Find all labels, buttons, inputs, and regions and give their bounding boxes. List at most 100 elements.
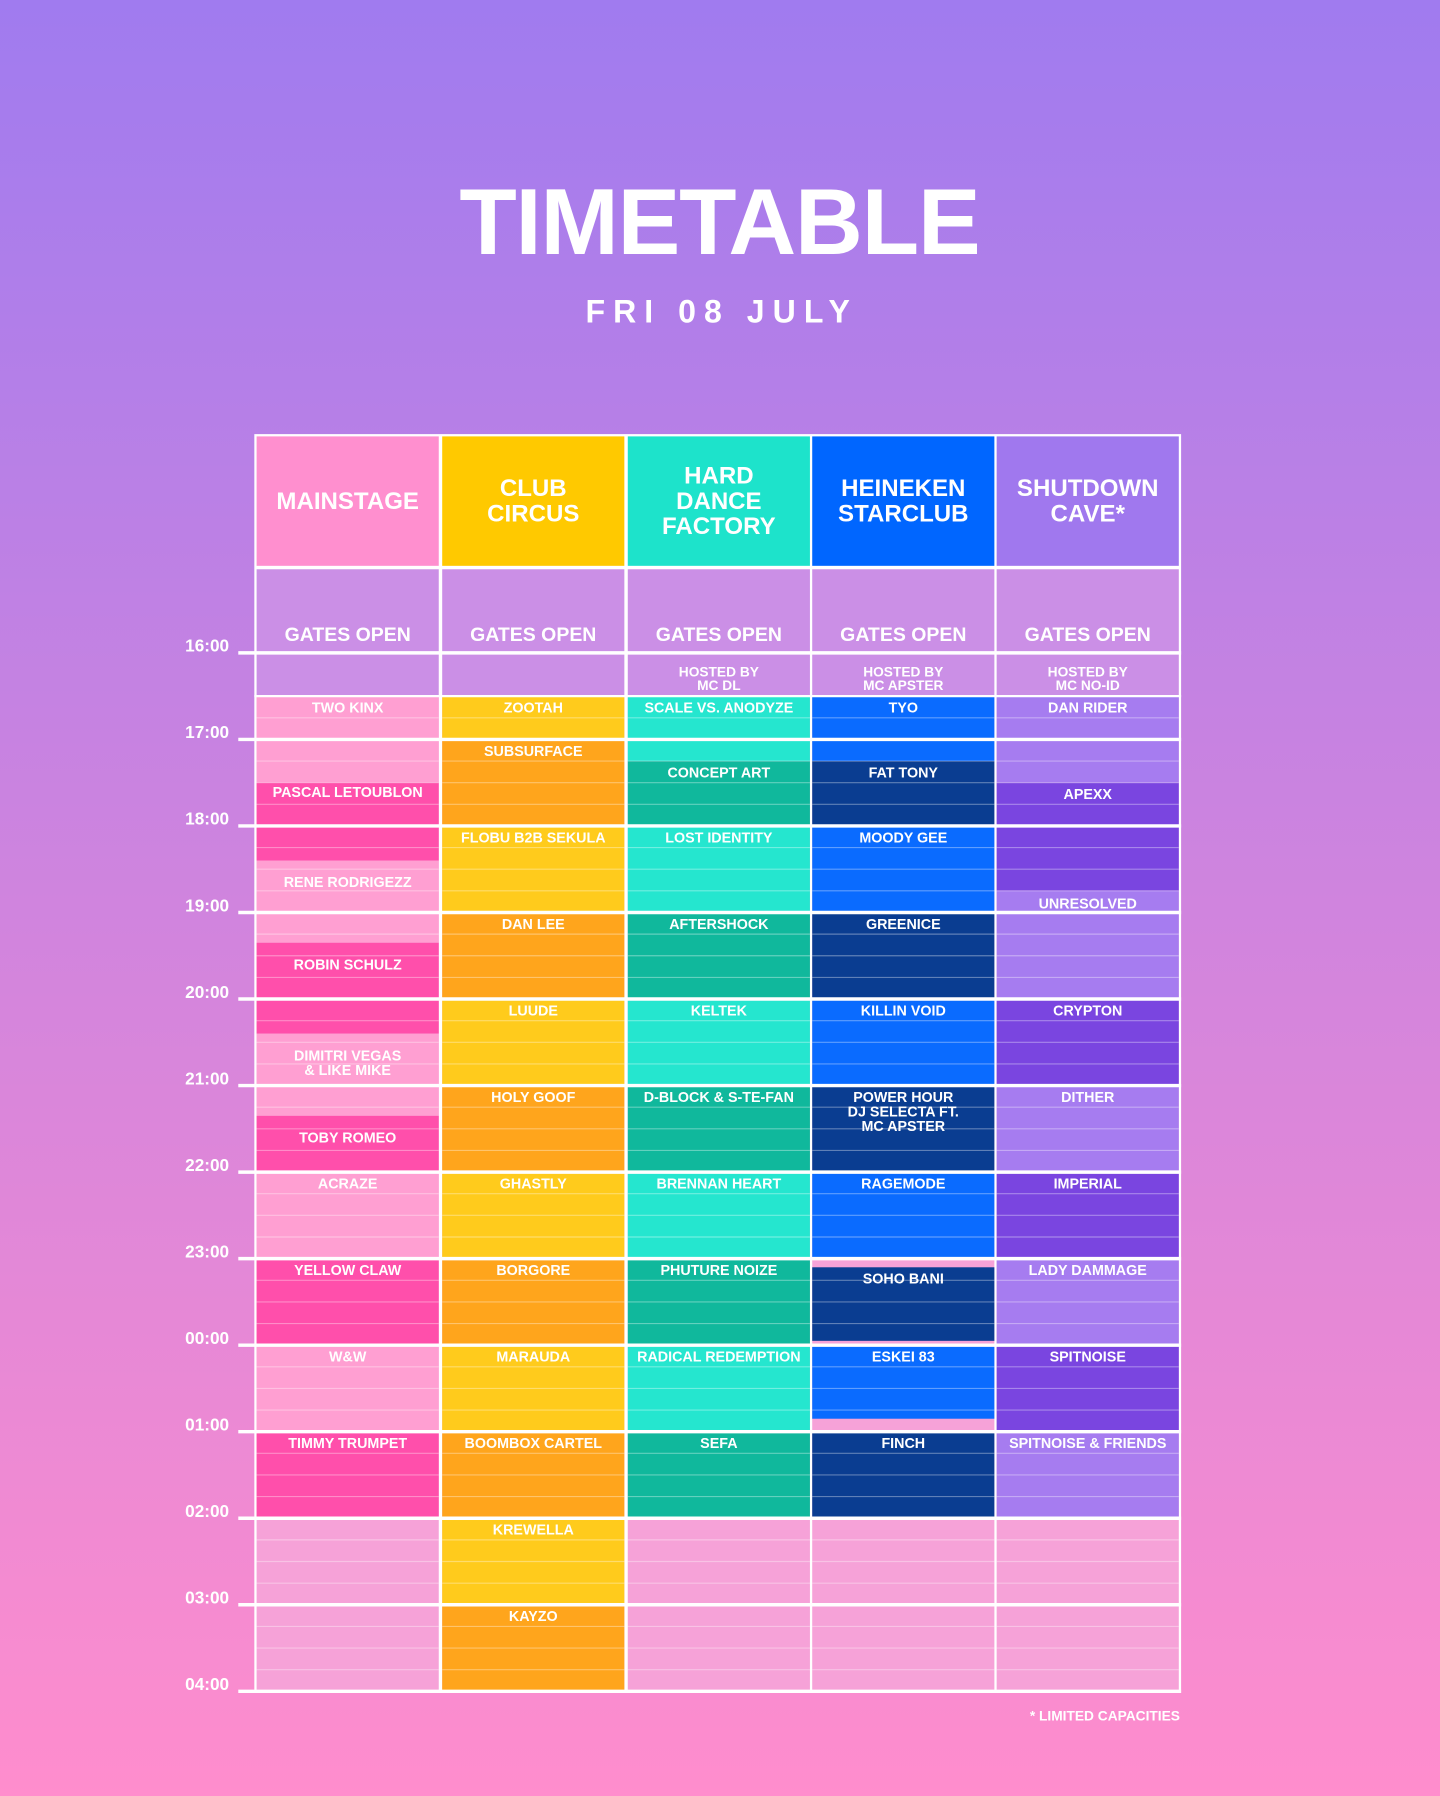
timetable: MAINSTAGE GATES OPEN TWO KINX PASCAL LETOUB… bbox=[185, 436, 1182, 1694]
host-line: MC DL bbox=[697, 678, 740, 693]
gates-cell bbox=[442, 569, 625, 697]
artist: UNRESOLVED bbox=[1039, 896, 1137, 912]
set-block bbox=[996, 890, 1179, 1000]
set-block bbox=[627, 1345, 810, 1432]
set-block bbox=[442, 696, 625, 740]
time-label: 19:00 bbox=[185, 895, 229, 915]
set-block bbox=[442, 999, 625, 1086]
artist: LUUDE bbox=[509, 1003, 558, 1019]
host-line: HOSTED BY bbox=[1048, 664, 1128, 679]
set-block bbox=[996, 1345, 1179, 1432]
set-block bbox=[442, 1258, 625, 1346]
time-label: 16:00 bbox=[185, 636, 229, 656]
set-block bbox=[812, 1172, 995, 1259]
stage-name-line: CAVE* bbox=[1051, 501, 1126, 528]
set-block bbox=[442, 1172, 625, 1259]
artist: FLOBU B2B SEKULA bbox=[461, 830, 606, 846]
artist: MOODY GEE bbox=[859, 830, 947, 846]
time-label: 20:00 bbox=[185, 982, 229, 1002]
set-block bbox=[812, 1345, 995, 1419]
artist: YELLOW CLAW bbox=[294, 1263, 402, 1279]
set-block bbox=[996, 782, 1179, 891]
gates-cell bbox=[256, 569, 439, 697]
artist-line: POWER HOUR bbox=[853, 1090, 954, 1106]
time-label: 03:00 bbox=[185, 1588, 229, 1608]
artist: SPITNOISE bbox=[1050, 1350, 1126, 1366]
set-block bbox=[627, 696, 810, 762]
stage-name-line: HEINEKEN bbox=[841, 476, 965, 503]
set-block bbox=[627, 999, 810, 1086]
stage-name: CLUB CIRCUS bbox=[487, 476, 579, 528]
gates-cell bbox=[812, 569, 995, 697]
stage-name-line: CIRCUS bbox=[487, 501, 579, 528]
stage-name-line: FACTORY bbox=[662, 513, 776, 540]
set-block bbox=[256, 1172, 439, 1259]
set-block bbox=[256, 1033, 439, 1116]
time-label: 01:00 bbox=[185, 1415, 229, 1435]
set-block bbox=[256, 1431, 439, 1519]
set-block bbox=[627, 825, 810, 913]
artist: FAT TONY bbox=[869, 765, 939, 781]
time-label: 04:00 bbox=[185, 1674, 229, 1694]
stage-header bbox=[627, 436, 810, 566]
set-block bbox=[442, 1431, 625, 1519]
time-label: 02:00 bbox=[185, 1501, 229, 1521]
stage-header bbox=[812, 436, 995, 566]
set-block bbox=[996, 999, 1179, 1086]
artist: SPITNOISE & FRIENDS bbox=[1009, 1436, 1166, 1452]
artist: DIMITRI VEGAS & LIKE MIKE bbox=[294, 1048, 401, 1078]
stage-name: HARD DANCE FACTORY bbox=[662, 463, 776, 540]
artist: ACRAZE bbox=[318, 1176, 378, 1192]
artist: DAN LEE bbox=[502, 917, 565, 933]
set-block bbox=[442, 912, 625, 1000]
set-block bbox=[256, 942, 439, 1034]
set-block bbox=[256, 860, 439, 943]
stage-name-line: HARD bbox=[684, 463, 753, 490]
host: HOSTED BY MC NO-ID bbox=[1048, 664, 1128, 693]
gates-open: GATES OPEN bbox=[656, 624, 782, 646]
set-block bbox=[627, 761, 810, 826]
set-block bbox=[627, 1431, 810, 1519]
set-block bbox=[442, 825, 625, 913]
artist-line: DIMITRI VEGAS bbox=[294, 1048, 401, 1064]
set-block bbox=[996, 1258, 1179, 1346]
set-block bbox=[996, 1085, 1179, 1173]
set-block bbox=[627, 1172, 810, 1259]
set-block bbox=[256, 782, 439, 861]
artist: FINCH bbox=[881, 1436, 925, 1452]
time-label: 18:00 bbox=[185, 809, 229, 829]
stage-header bbox=[442, 436, 625, 566]
set-block bbox=[996, 1172, 1179, 1259]
set-block bbox=[627, 1258, 810, 1346]
set-block bbox=[442, 1518, 625, 1605]
artist-line: MC APSTER bbox=[861, 1119, 945, 1135]
set-block bbox=[256, 1258, 439, 1346]
artist: ZOOTAH bbox=[504, 701, 563, 717]
artist: KILLIN VOID bbox=[861, 1003, 946, 1019]
stage-name-line: MAINSTAGE bbox=[276, 488, 419, 515]
stage-name-line: CLUB bbox=[500, 476, 567, 503]
stage-header bbox=[996, 436, 1179, 566]
artist: W&W bbox=[329, 1350, 367, 1366]
gates-cell bbox=[627, 569, 810, 697]
artist: KREWELLA bbox=[493, 1523, 574, 1539]
artist: ROBIN SCHULZ bbox=[294, 957, 402, 973]
stage-name-line: STARCLUB bbox=[838, 501, 968, 528]
artist: BORGORE bbox=[496, 1263, 570, 1279]
artist: DITHER bbox=[1061, 1090, 1115, 1106]
artist: TWO KINX bbox=[312, 701, 384, 717]
artist: POWER HOUR DJ SELECTA FT. MC APSTER bbox=[848, 1090, 959, 1135]
artist: LOST IDENTITY bbox=[665, 830, 773, 846]
artist: TIMMY TRUMPET bbox=[288, 1436, 407, 1452]
artist-line: & LIKE MIKE bbox=[304, 1063, 391, 1079]
artist: BOOMBOX CARTEL bbox=[465, 1436, 603, 1452]
host-line: MC APSTER bbox=[863, 678, 943, 693]
artist: TOBY ROMEO bbox=[299, 1131, 396, 1147]
set-block bbox=[256, 1115, 439, 1173]
stage-name: SHUTDOWN CAVE* bbox=[1017, 476, 1159, 528]
gates-cell bbox=[996, 569, 1179, 697]
set-block bbox=[442, 1345, 625, 1432]
artist-line: DJ SELECTA FT. bbox=[848, 1104, 959, 1120]
artist: ESKEI 83 bbox=[872, 1350, 935, 1366]
set-block bbox=[627, 912, 810, 1000]
